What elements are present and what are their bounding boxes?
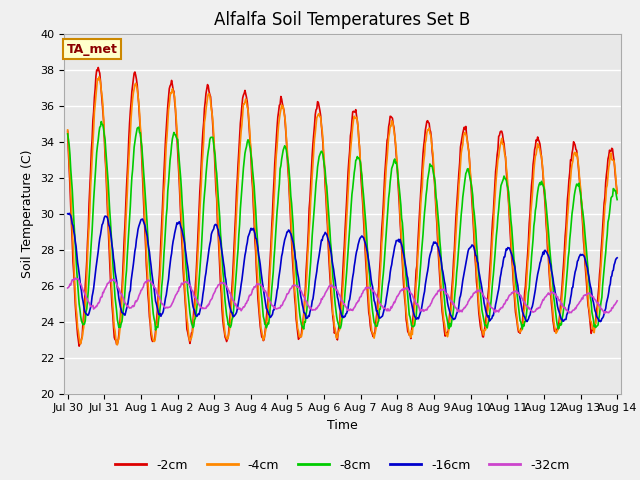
-4cm [132,81,140,86]
-4cm [74,324,81,330]
-2cm [94,65,102,71]
-16cm [410,311,418,317]
-2cm [64,129,72,134]
-16cm [613,255,621,261]
-4cm [95,74,103,80]
-2cm [613,190,621,196]
-8cm [427,163,435,169]
-16cm [426,252,434,258]
Text: TA_met: TA_met [67,43,118,56]
-8cm [131,139,139,144]
-2cm [217,282,225,288]
-4cm [411,303,419,309]
-4cm [427,132,435,138]
Y-axis label: Soil Temperature (C): Soil Temperature (C) [22,149,35,278]
-4cm [217,265,225,271]
-16cm [74,264,82,270]
-32cm [131,300,139,306]
-32cm [74,276,82,282]
-8cm [217,230,225,236]
-2cm [74,332,81,337]
-32cm [216,281,223,287]
-4cm [188,335,195,341]
Line: -32cm: -32cm [68,278,617,313]
-16cm [523,319,531,324]
-32cm [187,284,195,289]
Line: -16cm: -16cm [68,213,617,322]
-32cm [600,311,608,316]
-2cm [427,129,435,135]
Line: -2cm: -2cm [68,68,617,346]
-2cm [188,330,195,336]
-8cm [64,131,72,137]
-8cm [97,119,105,124]
-32cm [72,275,79,281]
-8cm [74,281,81,287]
-32cm [410,296,418,302]
Legend: -2cm, -4cm, -8cm, -16cm, -32cm: -2cm, -4cm, -8cm, -16cm, -32cm [110,454,575,477]
-32cm [613,298,621,304]
Line: -4cm: -4cm [68,77,617,345]
-8cm [152,327,159,333]
-8cm [613,197,621,203]
-4cm [64,127,72,133]
-16cm [187,286,195,292]
-8cm [188,320,195,326]
-4cm [113,342,121,348]
-2cm [76,343,83,349]
X-axis label: Time: Time [327,419,358,432]
-16cm [64,211,72,216]
Title: Alfalfa Soil Temperatures Set B: Alfalfa Soil Temperatures Set B [214,11,470,29]
-2cm [411,296,419,301]
-16cm [131,248,139,254]
-32cm [426,303,434,309]
-8cm [411,322,419,328]
-16cm [216,234,223,240]
Line: -8cm: -8cm [68,121,617,330]
-4cm [613,191,621,196]
-32cm [64,285,72,291]
-2cm [132,72,140,78]
-16cm [65,210,73,216]
